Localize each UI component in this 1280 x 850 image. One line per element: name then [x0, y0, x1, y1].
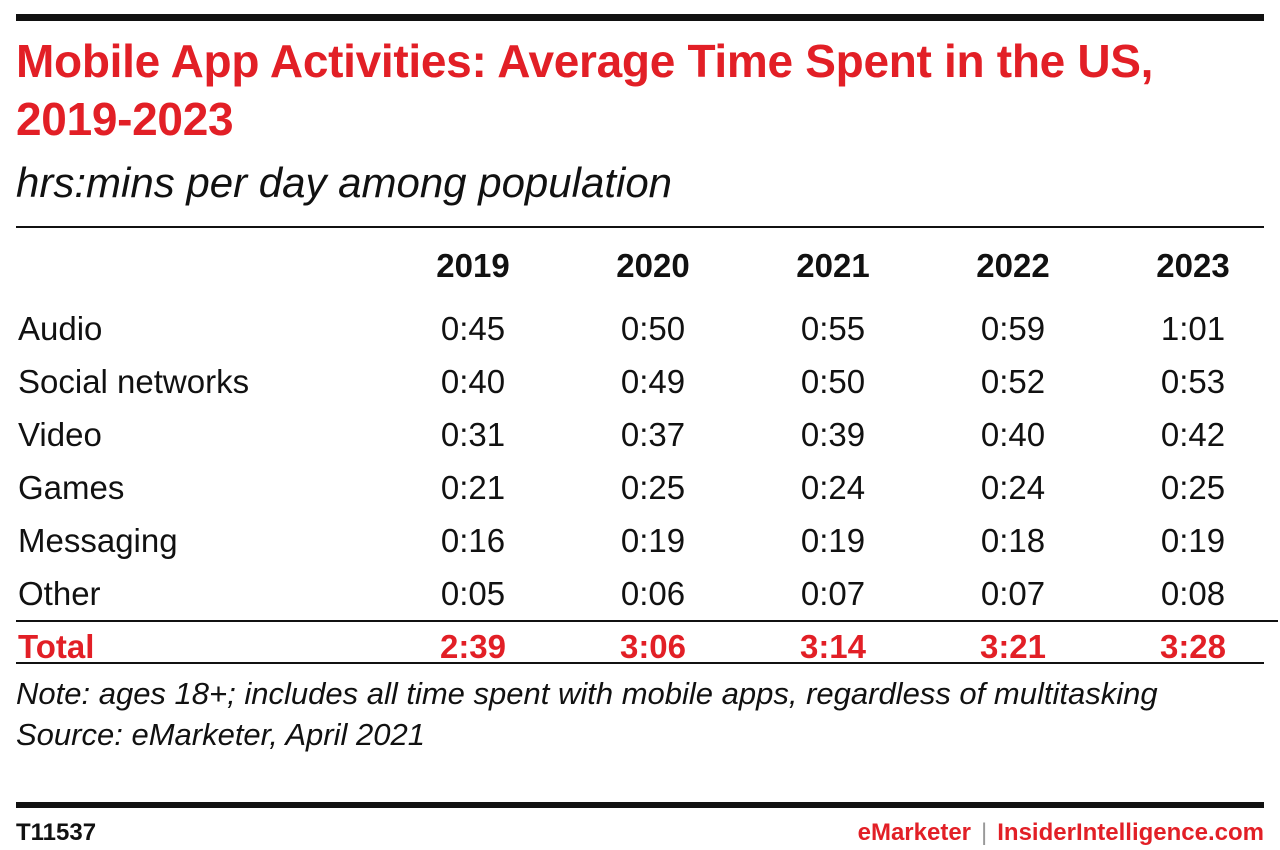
year-header: 2021: [796, 247, 870, 284]
table-cell: 0:05: [440, 574, 506, 612]
table-cell: 0:52: [980, 362, 1046, 400]
row-label: Video: [18, 415, 102, 453]
total-cell: 3:06: [558, 620, 738, 672]
table-cell: 0:50: [800, 362, 866, 400]
table-cell: 0:19: [1160, 521, 1226, 559]
table-cell: 0:08: [1160, 574, 1226, 612]
table-cell: 0:21: [440, 468, 506, 506]
table-cell: 0:16: [440, 521, 506, 559]
table-cell: 0:25: [1160, 468, 1226, 506]
table-cell: 0:07: [800, 574, 866, 612]
table-cell: 0:31: [440, 415, 506, 453]
table-cell: 0:06: [620, 574, 686, 612]
table-cell: 0:53: [1160, 362, 1226, 400]
bottom-rule: [16, 802, 1264, 808]
table-row: Audio 0:45 0:50 0:55 0:59 1:01: [16, 296, 1278, 355]
table-row: Other 0:05 0:06 0:07 0:07 0:08: [16, 567, 1278, 621]
row-label: Other: [18, 574, 101, 612]
table-row: Messaging 0:16 0:19 0:19 0:18 0:19: [16, 514, 1278, 567]
top-rule: [16, 14, 1264, 21]
table-cell: 0:24: [980, 468, 1046, 506]
table-cell: 0:39: [800, 415, 866, 453]
table-cell: 0:59: [980, 309, 1046, 347]
header-divider: [16, 226, 1264, 228]
table-cell: 0:24: [800, 468, 866, 506]
footnote: Note: ages 18+; includes all time spent …: [16, 673, 1256, 755]
table-cell: 1:01: [1160, 309, 1226, 347]
chart-subtitle: hrs:mins per day among population: [16, 159, 673, 206]
table-bottom-divider: [16, 662, 1264, 664]
table-cell: 0:37: [620, 415, 686, 453]
table-cell: 0:19: [800, 521, 866, 559]
total-cell: 3:28: [1098, 620, 1278, 672]
total-cell: 3:21: [918, 620, 1098, 672]
row-label: Social networks: [18, 362, 250, 400]
table-cell: 0:19: [620, 521, 686, 559]
table-cell: 0:40: [440, 362, 506, 400]
table-cell: 0:50: [620, 309, 686, 347]
row-label: Games: [18, 468, 125, 506]
year-header: 2019: [436, 247, 510, 284]
chart-title: Mobile App Activities: Average Time Spen…: [16, 35, 1154, 145]
table-cell: 0:55: [800, 309, 866, 347]
table-row: Social networks 0:40 0:49 0:50 0:52 0:53: [16, 355, 1278, 408]
note-text: Note: ages 18+; includes all time spent …: [16, 676, 1158, 711]
chart-id: T11537: [16, 819, 97, 846]
brand-footer: eMarketer | InsiderIntelligence.com: [858, 818, 1264, 848]
row-label: Audio: [18, 309, 103, 347]
total-cell: 3:14: [738, 620, 918, 672]
brand-emarketer: eMarketer: [857, 819, 972, 846]
brand-separator: |: [981, 819, 988, 846]
data-table: 2019 2020 2021 2022 2023 Audio 0:45 0:50…: [16, 230, 1278, 672]
year-header: 2023: [1156, 247, 1230, 284]
table-cell: 0:18: [980, 521, 1046, 559]
year-header: 2020: [616, 247, 690, 284]
source-text: Source: eMarketer, April 2021: [16, 717, 425, 752]
header-row: 2019 2020 2021 2022 2023: [16, 230, 1278, 296]
brand-insider-link[interactable]: InsiderIntelligence.com: [997, 819, 1264, 846]
table-cell: 0:25: [620, 468, 686, 506]
table-cell: 0:42: [1160, 415, 1226, 453]
header-label-cell: [16, 230, 378, 296]
total-row: Total 2:39 3:06 3:14 3:21 3:28: [16, 620, 1278, 672]
table-cell: 0:45: [440, 309, 506, 347]
row-label: Messaging: [18, 521, 178, 559]
total-cell: 2:39: [378, 620, 558, 672]
table-row: Games 0:21 0:25 0:24 0:24 0:25: [16, 461, 1278, 514]
table-cell: 0:40: [980, 415, 1046, 453]
table-cell: 0:07: [980, 574, 1046, 612]
year-header: 2022: [976, 247, 1050, 284]
table-cell: 0:49: [620, 362, 686, 400]
total-label: Total: [16, 620, 378, 672]
table-row: Video 0:31 0:37 0:39 0:40 0:42: [16, 408, 1278, 461]
